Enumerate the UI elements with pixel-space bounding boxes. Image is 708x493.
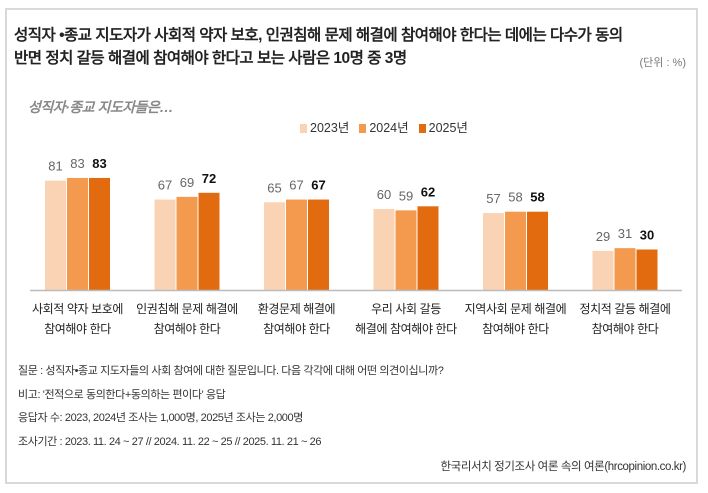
data-label: 59 xyxy=(399,188,413,203)
data-label: 67 xyxy=(289,178,303,193)
data-label: 65 xyxy=(267,180,281,195)
note-remark: 비고: '전적으로 동의한다+동의하는 편이다' 응답 xyxy=(18,388,226,401)
bar xyxy=(198,192,220,290)
legend: 2023년 2024년 2025년 xyxy=(300,117,468,136)
data-label: 58 xyxy=(530,190,544,205)
bar xyxy=(483,213,504,290)
unit-label: (단위 : %) xyxy=(639,57,686,69)
bar xyxy=(592,250,614,290)
bar xyxy=(89,177,110,290)
title-line-1: 성직자 •종교 지도자가 사회적 약자 보호, 인권침해 문제 해결에 참여해야… xyxy=(14,27,623,44)
source: 한국리서치 정기조사 여론 속의 여론(hrcopinion.co.kr) xyxy=(440,461,686,473)
bar xyxy=(176,196,198,290)
bar xyxy=(67,177,88,290)
bar xyxy=(395,210,417,290)
data-label: 62 xyxy=(421,184,435,199)
bar xyxy=(286,199,307,290)
category-label: 참여해야 한다 xyxy=(44,322,111,336)
note-respondents: 응답자 수: 2023, 2024년 조사는 1,000명, 2025년 조사는… xyxy=(18,412,303,424)
bar xyxy=(154,199,176,290)
data-label: 67 xyxy=(311,178,325,193)
bar xyxy=(45,180,66,290)
category-label: 참여해야 한다 xyxy=(592,322,659,336)
data-label: 83 xyxy=(92,156,106,171)
data-label: 29 xyxy=(596,229,610,244)
legend-swatch xyxy=(300,124,307,133)
chart-subtitle: 성직자·종교 지도자들은… xyxy=(28,99,173,115)
notes: 질문 : 성직자•종교 지도자들의 사회 참여에 대한 질문입니다. 다음 각각… xyxy=(18,360,444,454)
legend-swatch xyxy=(418,124,426,133)
category-label: 해결에 참여해야 한다 xyxy=(355,322,457,336)
data-label: 30 xyxy=(640,228,654,243)
data-label: 83 xyxy=(70,156,84,171)
legend-swatch xyxy=(359,124,367,133)
chart-title: 성직자 •종교 지도자가 사회적 약자 보호, 인권침해 문제 해결에 참여해야… xyxy=(14,24,623,70)
category-label: 우리 사회 갈등 xyxy=(371,302,441,316)
data-label: 57 xyxy=(486,191,500,206)
bar xyxy=(308,199,329,290)
data-label: 72 xyxy=(202,171,216,186)
note-period: 조사기간 : 2023. 11. 24 ~ 27 // 2024. 11. 22… xyxy=(18,435,322,448)
data-label: 81 xyxy=(48,159,62,174)
bar xyxy=(417,206,439,290)
legend-item-2024: 2024년 xyxy=(359,117,409,136)
category-label: 참여해야 한다 xyxy=(263,322,330,336)
category-label: 참여해야 한다 xyxy=(154,322,221,336)
category-label: 인권침해 문제 해결에 xyxy=(136,302,238,316)
bar xyxy=(527,211,548,290)
data-label: 69 xyxy=(180,175,194,190)
bar xyxy=(636,249,658,290)
category-label: 정치적 갈등 해결에 xyxy=(580,302,671,316)
note-question: 질문 : 성직자•종교 지도자들의 사회 참여에 대한 질문입니다. 다음 각각… xyxy=(18,365,444,377)
legend-item-2025: 2025년 xyxy=(418,117,468,136)
legend-item-2023: 2023년 xyxy=(300,117,349,136)
category-label: 사회적 약자 보호에 xyxy=(32,301,123,316)
category-label: 환경문제 해결에 xyxy=(258,302,335,316)
category-label: 지역사회 문제 해결에 xyxy=(465,302,567,316)
bar xyxy=(264,202,285,290)
data-label: 67 xyxy=(158,178,172,193)
title-line-2: 반면 정치 갈등 해결에 참여해야 한다고 보는 사람은 10명 중 3명 xyxy=(14,50,407,67)
data-label: 60 xyxy=(377,187,391,202)
data-label: 58 xyxy=(508,190,522,205)
bar xyxy=(373,209,395,290)
data-label: 31 xyxy=(618,226,632,241)
category-label: 참여해야 한다 xyxy=(482,322,549,336)
bar xyxy=(505,211,526,290)
bar xyxy=(614,248,636,290)
chart-card xyxy=(5,8,698,484)
